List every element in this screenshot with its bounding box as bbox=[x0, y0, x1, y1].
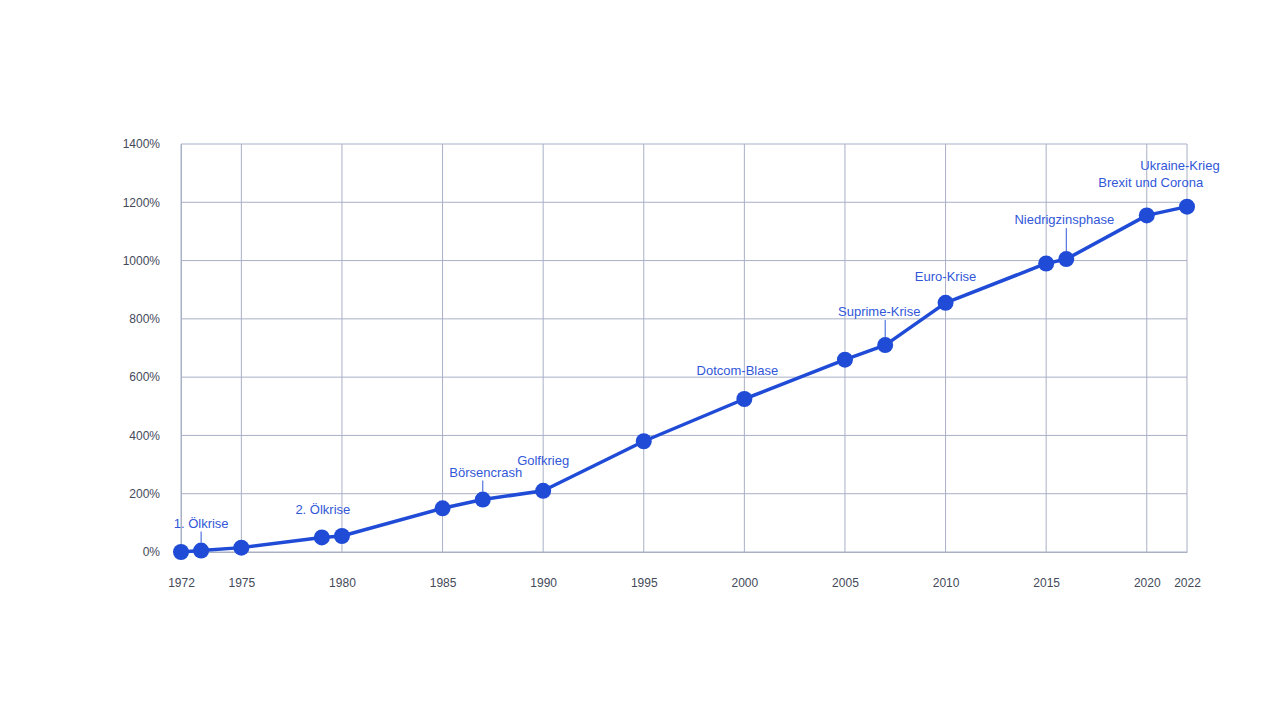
annotation: Euro-Krise bbox=[915, 269, 976, 284]
marker bbox=[736, 391, 752, 407]
tick-label: 1200% bbox=[123, 196, 161, 210]
marker bbox=[877, 337, 893, 353]
marker bbox=[334, 528, 350, 544]
tick-label: 2010 bbox=[933, 576, 960, 590]
axis-line bbox=[181, 145, 182, 553]
tick: 1200% bbox=[123, 196, 181, 210]
marker bbox=[938, 295, 954, 311]
marker bbox=[1179, 199, 1195, 215]
tick: 1990 bbox=[530, 552, 557, 590]
tick-label: 1975 bbox=[229, 576, 256, 590]
grid-line bbox=[643, 144, 644, 552]
annotation: Niedrigzinsphase bbox=[1014, 212, 1114, 227]
tick-label: 1980 bbox=[329, 576, 356, 590]
grid-line bbox=[844, 144, 845, 552]
grid-line bbox=[241, 144, 242, 552]
grid-line bbox=[181, 493, 1187, 494]
chart: 1972 1975 1980 1985 1990 1995 2000 2005 2010 2015… bbox=[0, 0, 1280, 720]
tick: 1980 bbox=[329, 552, 356, 590]
annotation: Börsencrash bbox=[449, 465, 522, 480]
y-axis: 0% 200% 400% 600% 800% 1000% 1200% 1400% bbox=[123, 137, 182, 559]
grid-line bbox=[181, 435, 1187, 436]
marker bbox=[314, 529, 330, 545]
grid-line bbox=[341, 144, 342, 552]
marker bbox=[475, 492, 491, 508]
grid-line bbox=[744, 144, 745, 552]
tick: 600% bbox=[129, 370, 181, 384]
annotation: Golfkrieg bbox=[517, 453, 569, 468]
grid-line bbox=[1146, 144, 1147, 552]
tick: 1975 bbox=[229, 552, 256, 590]
tick: 2010 bbox=[933, 552, 960, 590]
grid-line bbox=[181, 144, 1187, 145]
tick-label: 1000% bbox=[123, 254, 161, 268]
leader-line bbox=[885, 320, 886, 337]
tick: 1400% bbox=[123, 137, 181, 151]
tick-label: 1400% bbox=[123, 137, 161, 151]
axis-line bbox=[182, 552, 1188, 553]
tick-label: 1990 bbox=[530, 576, 557, 590]
grid-line bbox=[181, 144, 182, 552]
x-axis: 1972 1975 1980 1985 1990 1995 2000 2005 2010 2015… bbox=[168, 552, 1201, 590]
tick-label: 600% bbox=[129, 370, 160, 384]
grid-line bbox=[181, 202, 1187, 203]
leader-line bbox=[482, 481, 483, 492]
annotations: 1. Ölkrise 2. Ölkrise BörsencrashGolfkrieg… bbox=[174, 158, 1220, 543]
grid-line bbox=[945, 144, 946, 552]
annotation: Suprime-Krise bbox=[838, 304, 920, 319]
tick: 1985 bbox=[430, 552, 457, 590]
tick: 2015 bbox=[1033, 552, 1060, 590]
tick-label: 1995 bbox=[631, 576, 658, 590]
tick-label: 2022 bbox=[1174, 576, 1201, 590]
grid-line bbox=[442, 144, 443, 552]
tick: 800% bbox=[129, 312, 181, 326]
annotation: 1. Ölkrise bbox=[174, 516, 229, 531]
marker bbox=[173, 544, 189, 560]
tick-label: 2005 bbox=[832, 576, 859, 590]
tick-label: 2000 bbox=[732, 576, 759, 590]
annotation: Brexit und Corona bbox=[1098, 175, 1204, 190]
tick: 200% bbox=[129, 487, 181, 501]
marker bbox=[1038, 255, 1054, 271]
tick-label: 2020 bbox=[1134, 576, 1161, 590]
marker bbox=[1139, 207, 1155, 223]
tick: 2020 bbox=[1134, 552, 1161, 590]
annotation: Dotcom-Blase bbox=[697, 363, 779, 378]
grid-line bbox=[181, 260, 1187, 261]
annotation: Ukraine-Krieg bbox=[1140, 158, 1219, 173]
tick-label: 1972 bbox=[168, 576, 195, 590]
tick: 2000 bbox=[732, 552, 759, 590]
marker bbox=[233, 540, 249, 556]
tick-label: 400% bbox=[129, 429, 160, 443]
grid-line bbox=[1046, 144, 1047, 552]
line bbox=[181, 207, 1187, 552]
grid bbox=[181, 144, 1187, 552]
tick: 2022 bbox=[1174, 552, 1201, 590]
tick: 1995 bbox=[631, 552, 658, 590]
marker bbox=[535, 483, 551, 499]
tick: 400% bbox=[129, 429, 181, 443]
marker bbox=[1058, 251, 1074, 267]
tick-label: 2015 bbox=[1033, 576, 1060, 590]
marker bbox=[636, 433, 652, 449]
grid-line bbox=[181, 552, 1187, 553]
tick: 1000% bbox=[123, 254, 181, 268]
annotation: 2. Ölkrise bbox=[295, 502, 350, 517]
plot: 1972 1975 1980 1985 1990 1995 2000 2005 2010 2015… bbox=[123, 137, 1202, 589]
tick: 2005 bbox=[832, 552, 859, 590]
leader-line bbox=[1066, 228, 1067, 251]
tick-label: 200% bbox=[129, 487, 160, 501]
tick-label: 0% bbox=[143, 545, 161, 559]
marker bbox=[837, 352, 853, 368]
tick-label: 800% bbox=[129, 312, 160, 326]
grid-line bbox=[181, 318, 1187, 319]
series bbox=[173, 199, 1195, 560]
leader-line bbox=[201, 532, 202, 543]
marker bbox=[435, 500, 451, 516]
tick-label: 1985 bbox=[430, 576, 457, 590]
marker bbox=[193, 543, 209, 559]
grid-line bbox=[181, 377, 1187, 378]
